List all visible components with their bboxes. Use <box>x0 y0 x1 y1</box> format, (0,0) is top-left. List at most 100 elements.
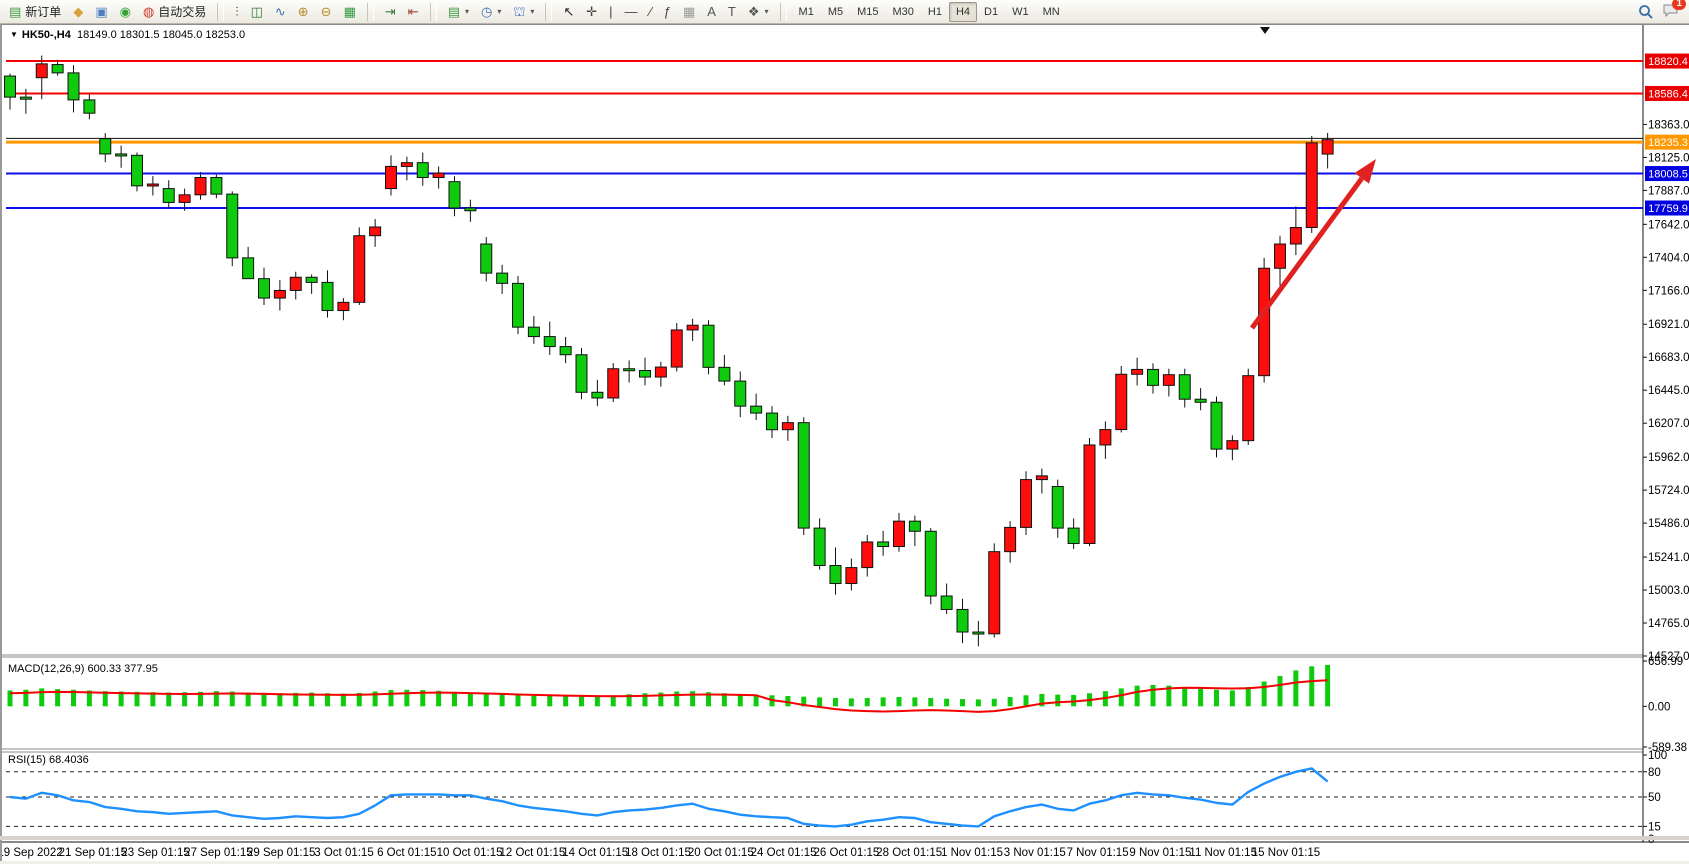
auto-scroll-button[interactable]: ⇥ <box>379 1 402 23</box>
chart-window[interactable]: 18363.0 18125.0 17887.0 17642.0 17404.0 17166… <box>0 24 1689 861</box>
price-axis-tick: 17887.0 <box>1648 185 1689 197</box>
profiles-icon: ◷ <box>481 4 493 19</box>
price-axis-tick: 14765.0 <box>1648 618 1689 630</box>
new-order-button[interactable]: ▤ 新订单 <box>3 1 67 23</box>
candle-body-down <box>908 520 921 532</box>
profiles-button[interactable]: ◷ ▾ <box>475 1 507 23</box>
notifications-button[interactable]: 1 <box>1662 0 1686 21</box>
vertical-line-tool-button[interactable]: | <box>603 1 618 23</box>
candle-body-down <box>1210 401 1223 450</box>
time-axis-label: 9 Nov 01:15 <box>1129 847 1191 859</box>
chart-shift-marker[interactable] <box>1260 27 1270 34</box>
cursor-tool-button[interactable]: ↖ <box>557 1 580 23</box>
candle-body-down <box>210 176 223 195</box>
timeframe-d1-button[interactable]: D1 <box>984 5 999 18</box>
candle-body-down <box>242 257 255 280</box>
indicators-button-dropdown-arrow[interactable]: ▾ <box>530 7 535 16</box>
crosshair-tool-button[interactable]: ✛ <box>580 1 603 23</box>
candle-body-down <box>131 154 143 187</box>
new-order-icon: ▤ <box>9 4 22 19</box>
candle-body-up <box>893 520 905 548</box>
price-axis-tick: 18125.0 <box>1648 152 1689 164</box>
candle-body-down <box>321 281 334 312</box>
tile-windows-button[interactable]: ▦ <box>338 1 362 23</box>
indicators-button[interactable]: ⛫ ▾ <box>507 1 540 23</box>
toolbar-group-2: ⇥ ⇤ <box>376 0 428 23</box>
new-chart-icon: ▤ <box>447 4 460 19</box>
chart-shift-button[interactable]: ⇤ <box>402 1 425 23</box>
time-axis-label: 26 Oct 01:15 <box>813 847 879 859</box>
candle-body-up <box>1020 479 1032 528</box>
candle-body-down <box>1194 398 1207 403</box>
candle-body-up <box>273 289 286 299</box>
time-axis-label: 1 Nov 01:15 <box>941 847 1003 859</box>
candle-body-up <box>988 551 1001 635</box>
timeframe-h4-button[interactable]: H4 <box>948 1 978 22</box>
trendline-tool-button[interactable]: ∕ <box>644 1 658 23</box>
timeframe-m1-button[interactable]: M1 <box>798 5 814 18</box>
timeframe-m15-button[interactable]: M15 <box>857 5 879 18</box>
price-badge: 18235.3 <box>1648 137 1688 149</box>
candle-body-up <box>654 366 667 378</box>
autotrading-icon: ◍ <box>142 4 155 19</box>
candle-body-up <box>369 226 382 237</box>
line-chart-mode-button[interactable]: ∿ <box>269 1 292 23</box>
candle-chart-mode-button[interactable]: ◫ <box>245 1 269 23</box>
candle-body-up <box>1004 526 1017 553</box>
text-tool-button[interactable]: A <box>701 1 722 23</box>
market-watch-icon[interactable]: ▣ <box>89 1 113 23</box>
zoom-out-button[interactable]: ⊖ <box>315 1 338 23</box>
shapes-tool-button-dropdown-arrow[interactable]: ▾ <box>764 7 769 16</box>
zoom-in-button[interactable]: ⊕ <box>292 1 315 23</box>
timeframe-h1-button[interactable]: H1 <box>927 5 942 18</box>
profiles-button-dropdown-arrow[interactable]: ▾ <box>497 7 502 16</box>
candle-body-down <box>877 541 890 548</box>
price-axis-tick: 15486.0 <box>1648 518 1689 530</box>
shapes-tool-button[interactable]: ❖ ▾ <box>742 1 775 23</box>
tile-windows-icon: ▦ <box>343 4 356 19</box>
chart-canvas[interactable]: 18363.0 18125.0 17887.0 17642.0 17404.0 17166… <box>2 25 1689 861</box>
signals-icon[interactable]: ◉ <box>114 1 137 23</box>
time-axis-label: 21 Sep 01:15 <box>59 847 127 859</box>
time-axis-label: 3 Nov 01:15 <box>1004 847 1066 859</box>
macd-axis-tick: 0.00 <box>1648 701 1670 713</box>
toolbar-separator <box>779 2 787 21</box>
timeframe-m30-button[interactable]: M30 <box>892 5 914 18</box>
trend-arrow-head[interactable] <box>1354 159 1376 184</box>
candle-body-down <box>1178 374 1191 400</box>
search-icon[interactable] <box>1638 4 1654 20</box>
timeframe-m5-button[interactable]: M5 <box>827 5 844 18</box>
candle-body-down <box>19 96 32 100</box>
vertical-line-tool-icon: | <box>609 4 613 19</box>
candle-body-up <box>1305 142 1318 229</box>
rsi-axis-tick: 50 <box>1648 792 1661 804</box>
timeframe-w1-button[interactable]: W1 <box>1012 5 1029 18</box>
autotrading-button[interactable]: ◍ 自动交易 <box>137 1 212 23</box>
candle-chart-mode-icon: ◫ <box>250 4 263 19</box>
quotes-icon[interactable]: ◆ <box>67 1 89 23</box>
candle-body-down <box>750 405 763 414</box>
autotrading-button-label: 自动交易 <box>158 5 207 19</box>
grid-tool-button[interactable]: ▦ <box>677 1 701 23</box>
label-tool-button[interactable]: T <box>722 1 742 23</box>
time-axis-label: 29 Sep 01:15 <box>247 847 315 859</box>
candle-body-down <box>527 326 540 338</box>
price-badge: 18820.4 <box>1648 56 1688 68</box>
candle-body-up <box>1258 267 1271 377</box>
bar-chart-mode-button[interactable]: ⫶ <box>229 1 244 23</box>
new-chart-button[interactable]: ▤ ▾ <box>442 1 475 23</box>
trend-arrow-shaft[interactable] <box>1249 176 1364 330</box>
price-axis-tick: 16921.0 <box>1648 319 1689 331</box>
chart-menu-caret[interactable]: ▼ <box>10 30 18 39</box>
horizontal-line-tool-button[interactable]: — <box>619 1 644 23</box>
candle-body-down <box>940 595 953 610</box>
candle-body-up <box>1035 475 1048 481</box>
price-badge-box <box>1645 200 1689 216</box>
candle-body-down <box>1067 527 1080 544</box>
rsi-axis-tick: 100 <box>1648 750 1667 762</box>
price-axis-tick: 15724.0 <box>1648 485 1689 497</box>
candle-body-down <box>623 368 636 372</box>
fibonacci-tool-button[interactable]: ƒ <box>658 1 677 23</box>
timeframe-mn-button[interactable]: MN <box>1042 5 1060 18</box>
new-chart-button-dropdown-arrow[interactable]: ▾ <box>464 7 469 16</box>
